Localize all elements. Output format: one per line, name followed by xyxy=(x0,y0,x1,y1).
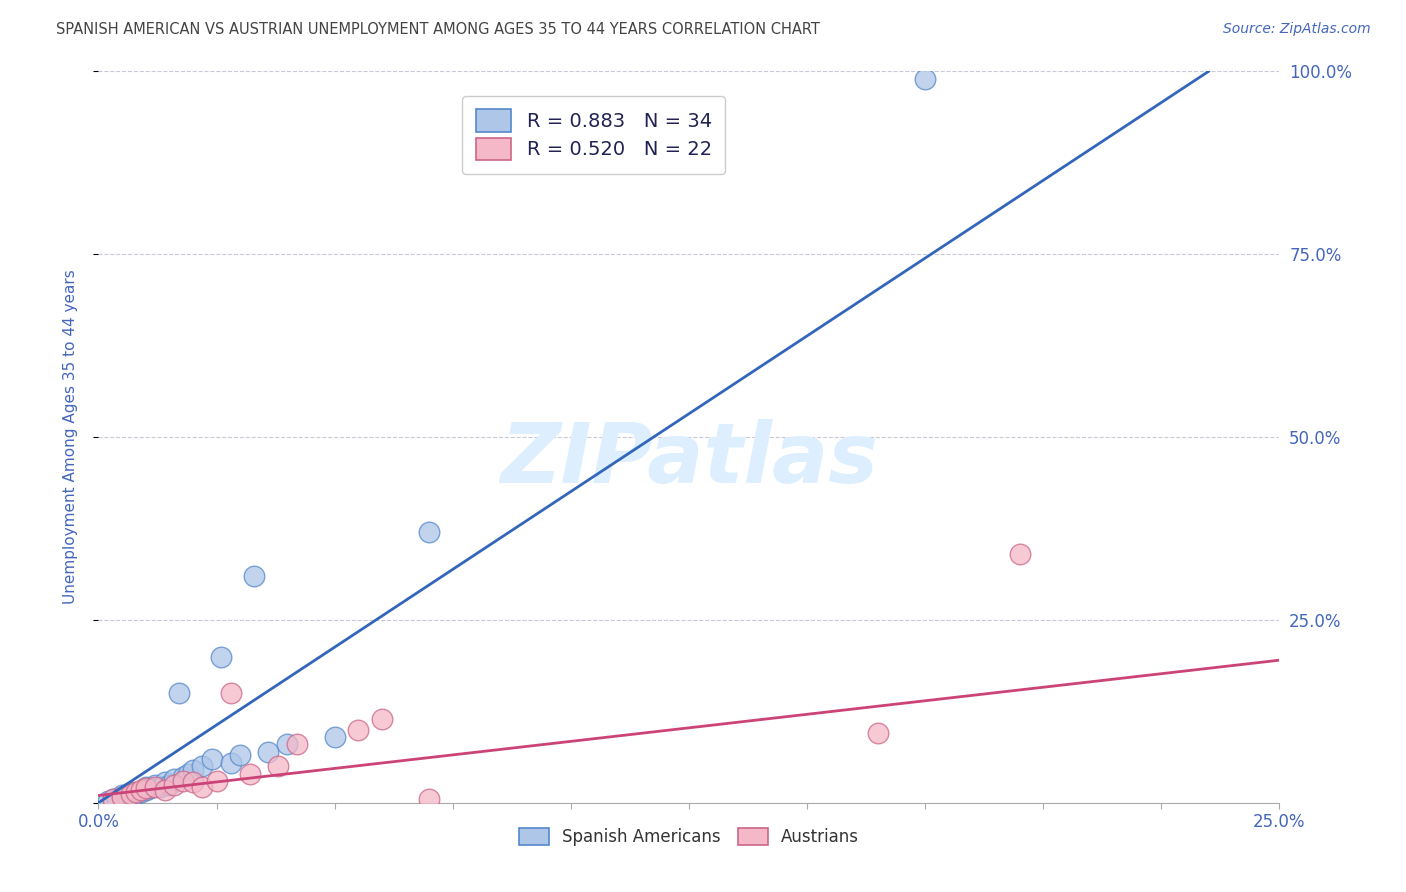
Point xyxy=(371,712,394,726)
Point xyxy=(285,737,308,751)
Point xyxy=(257,745,280,759)
Point xyxy=(115,789,138,804)
Point xyxy=(153,775,176,789)
Point xyxy=(153,782,176,797)
Point xyxy=(418,792,440,806)
Point xyxy=(172,773,194,788)
Point xyxy=(172,770,194,784)
Point xyxy=(135,781,157,796)
Point xyxy=(125,787,148,801)
Point xyxy=(101,792,124,806)
Point xyxy=(157,778,180,792)
Point xyxy=(219,686,242,700)
Point xyxy=(105,792,128,806)
Point xyxy=(149,780,172,794)
Point xyxy=(205,773,228,788)
Point xyxy=(97,794,120,808)
Point xyxy=(181,775,204,789)
Y-axis label: Unemployment Among Ages 35 to 44 years: Unemployment Among Ages 35 to 44 years xyxy=(63,269,77,605)
Point xyxy=(129,782,152,797)
Point xyxy=(276,737,298,751)
Point xyxy=(129,785,152,799)
Text: ZIPatlas: ZIPatlas xyxy=(501,418,877,500)
Point xyxy=(229,748,252,763)
Point xyxy=(111,789,134,804)
Text: SPANISH AMERICAN VS AUSTRIAN UNEMPLOYMENT AMONG AGES 35 TO 44 YEARS CORRELATION : SPANISH AMERICAN VS AUSTRIAN UNEMPLOYMEN… xyxy=(56,22,820,37)
Point xyxy=(191,759,214,773)
Point xyxy=(239,766,262,780)
Point xyxy=(866,726,889,740)
Point xyxy=(191,780,214,794)
Point xyxy=(143,780,166,794)
Legend: Spanish Americans, Austrians: Spanish Americans, Austrians xyxy=(512,822,866,853)
Point xyxy=(1008,547,1031,561)
Point xyxy=(914,71,936,86)
Point xyxy=(163,778,186,792)
Point xyxy=(209,649,232,664)
Point xyxy=(243,569,266,583)
Point xyxy=(167,686,190,700)
Point xyxy=(121,787,143,801)
Point xyxy=(201,752,224,766)
Point xyxy=(135,782,157,797)
Point xyxy=(267,759,290,773)
Text: Source: ZipAtlas.com: Source: ZipAtlas.com xyxy=(1223,22,1371,37)
Point xyxy=(177,766,200,780)
Point xyxy=(101,792,124,806)
Point xyxy=(143,778,166,792)
Point xyxy=(115,787,138,801)
Point xyxy=(111,789,134,804)
Point xyxy=(181,763,204,777)
Point xyxy=(111,789,134,803)
Point xyxy=(121,785,143,799)
Point xyxy=(121,789,143,803)
Point xyxy=(418,525,440,540)
Point xyxy=(323,730,346,744)
Point xyxy=(125,785,148,799)
Point xyxy=(135,780,157,794)
Point xyxy=(139,781,162,796)
Point xyxy=(347,723,370,737)
Point xyxy=(163,772,186,787)
Point xyxy=(219,756,242,770)
